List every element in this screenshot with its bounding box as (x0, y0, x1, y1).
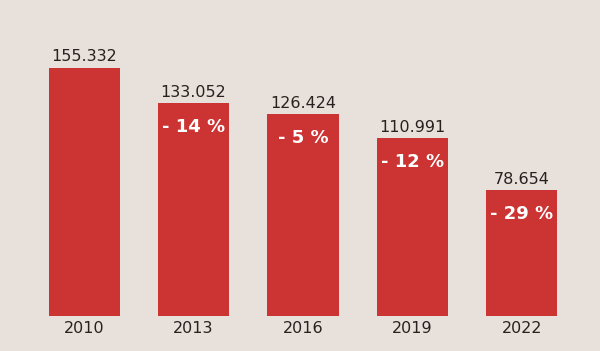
Text: 155.332: 155.332 (52, 49, 117, 64)
Text: - 29 %: - 29 % (490, 205, 553, 223)
Bar (268, 114, 338, 316)
Bar (486, 190, 557, 316)
Text: 126.424: 126.424 (270, 95, 336, 111)
Text: 110.991: 110.991 (379, 120, 446, 135)
Bar (49, 67, 120, 316)
Text: - 14 %: - 14 % (162, 118, 225, 136)
Text: 78.654: 78.654 (494, 172, 550, 187)
Text: - 12 %: - 12 % (381, 153, 444, 171)
Text: - 5 %: - 5 % (278, 129, 328, 147)
Bar (158, 103, 229, 316)
Bar (377, 138, 448, 316)
Text: 133.052: 133.052 (161, 85, 226, 100)
